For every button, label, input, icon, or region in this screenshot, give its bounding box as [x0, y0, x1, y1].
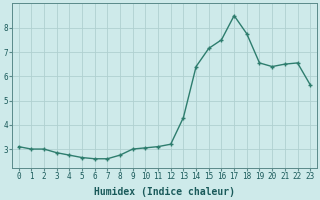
X-axis label: Humidex (Indice chaleur): Humidex (Indice chaleur) — [94, 186, 235, 197]
